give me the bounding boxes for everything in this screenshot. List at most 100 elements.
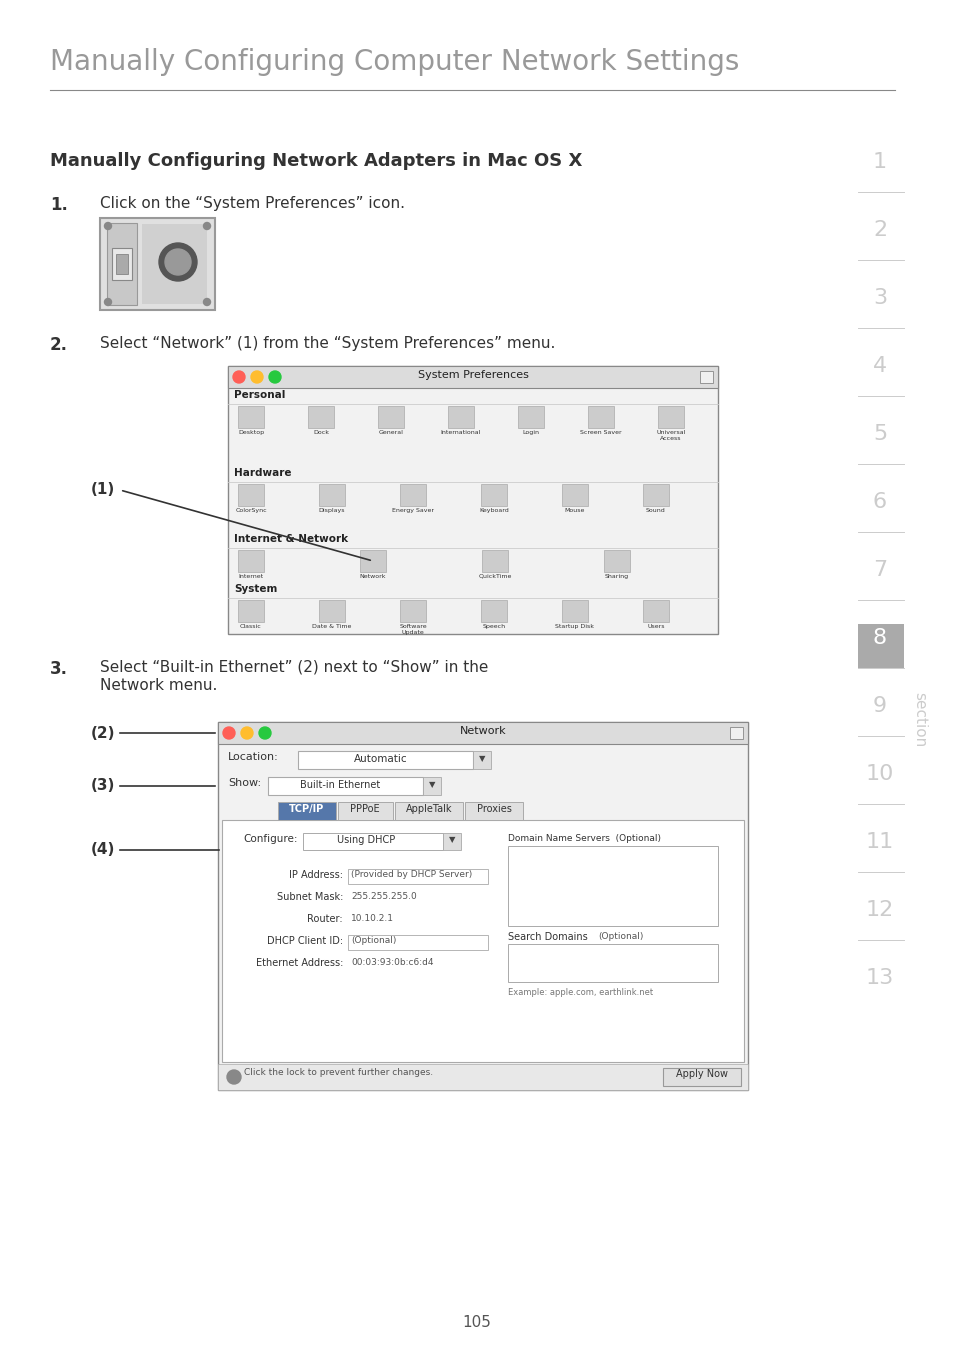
Bar <box>422 777 440 795</box>
Text: Example: apple.com, earthlink.net: Example: apple.com, earthlink.net <box>507 988 653 996</box>
Text: Universal
Access: Universal Access <box>656 429 685 440</box>
Text: Network menu.: Network menu. <box>100 677 217 692</box>
Text: TCP/IP: TCP/IP <box>289 804 324 814</box>
Text: Subnet Mask:: Subnet Mask: <box>276 891 343 902</box>
Text: Date & Time: Date & Time <box>312 624 352 628</box>
Bar <box>318 600 345 622</box>
Text: Apply Now: Apply Now <box>676 1069 727 1079</box>
Bar <box>107 224 137 305</box>
Bar <box>587 406 614 428</box>
Bar <box>318 484 345 506</box>
Bar <box>658 406 683 428</box>
Bar <box>337 801 393 821</box>
Text: Router:: Router: <box>307 915 343 924</box>
Bar <box>399 484 426 506</box>
Text: System Preferences: System Preferences <box>417 369 528 380</box>
Bar <box>308 406 334 428</box>
Text: Click on the “System Preferences” icon.: Click on the “System Preferences” icon. <box>100 196 405 211</box>
Circle shape <box>105 298 112 305</box>
Text: Speech: Speech <box>482 624 505 628</box>
Text: 1: 1 <box>872 153 886 172</box>
Text: Personal: Personal <box>233 390 285 399</box>
Text: Mouse: Mouse <box>564 508 584 512</box>
Text: Hardware: Hardware <box>233 468 292 478</box>
Text: DHCP Client ID:: DHCP Client ID: <box>267 936 343 946</box>
Text: Location:: Location: <box>228 752 278 762</box>
Bar <box>218 722 747 1090</box>
Text: (1): (1) <box>91 483 115 497</box>
Text: Manually Configuring Computer Network Settings: Manually Configuring Computer Network Se… <box>50 48 739 76</box>
Text: 12: 12 <box>865 900 893 920</box>
Text: Ethernet Address:: Ethernet Address: <box>255 958 343 968</box>
Circle shape <box>258 726 271 739</box>
Text: Internet & Network: Internet & Network <box>233 534 348 544</box>
Bar <box>237 600 264 622</box>
Bar <box>517 406 543 428</box>
Circle shape <box>251 371 263 383</box>
Text: Energy Saver: Energy Saver <box>392 508 434 512</box>
Text: Users: Users <box>646 624 664 628</box>
Text: 3: 3 <box>872 288 886 308</box>
Text: System: System <box>233 583 277 594</box>
Text: 13: 13 <box>865 968 893 988</box>
Text: 5: 5 <box>872 424 886 444</box>
Text: Proxies: Proxies <box>476 804 511 814</box>
Text: Startup Disk: Startup Disk <box>555 624 594 628</box>
Text: IP Address:: IP Address: <box>289 870 343 880</box>
Bar <box>377 406 403 428</box>
Bar <box>507 846 718 925</box>
Bar <box>399 600 426 622</box>
Text: 6: 6 <box>872 492 886 512</box>
Text: Click the lock to prevent further changes.: Click the lock to prevent further change… <box>244 1069 433 1077</box>
Bar <box>297 751 473 769</box>
Circle shape <box>165 249 191 275</box>
Bar <box>507 945 718 981</box>
Bar <box>729 726 742 739</box>
Bar <box>359 551 386 572</box>
Circle shape <box>223 726 234 739</box>
Text: ColorSync: ColorSync <box>235 508 267 512</box>
Circle shape <box>241 726 253 739</box>
Text: Classic: Classic <box>240 624 262 628</box>
Text: 9: 9 <box>872 696 886 716</box>
Text: Select “Built-in Ethernet” (2) next to “Show” in the: Select “Built-in Ethernet” (2) next to “… <box>100 660 488 675</box>
Circle shape <box>203 222 211 229</box>
Text: ▼: ▼ <box>478 754 485 763</box>
Text: Show:: Show: <box>228 778 261 788</box>
Bar <box>222 821 743 1062</box>
Bar <box>100 218 214 309</box>
Bar <box>700 371 712 383</box>
Text: Select “Network” (1) from the “System Preferences” menu.: Select “Network” (1) from the “System Pr… <box>100 337 555 352</box>
Text: Manually Configuring Network Adapters in Mac OS X: Manually Configuring Network Adapters in… <box>50 153 581 170</box>
Bar <box>395 801 462 821</box>
Bar <box>464 801 522 821</box>
Bar <box>348 935 488 950</box>
Bar <box>142 224 207 304</box>
Text: Search Domains: Search Domains <box>507 932 587 942</box>
Circle shape <box>159 243 196 281</box>
Text: QuickTime: QuickTime <box>477 574 511 579</box>
Bar <box>642 600 668 622</box>
Bar <box>561 600 587 622</box>
Text: Sound: Sound <box>645 508 665 512</box>
Bar <box>268 777 422 795</box>
Text: Screen Saver: Screen Saver <box>579 429 621 435</box>
Text: Sharing: Sharing <box>604 574 628 579</box>
Text: Software
Update: Software Update <box>398 624 426 635</box>
Text: Using DHCP: Using DHCP <box>336 836 395 845</box>
Text: Built-in Ethernet: Built-in Ethernet <box>299 780 379 791</box>
Bar <box>480 600 506 622</box>
Text: (2): (2) <box>91 725 115 740</box>
Bar <box>116 254 128 274</box>
Bar <box>857 624 903 668</box>
Text: 00:03:93:0b:c6:d4: 00:03:93:0b:c6:d4 <box>351 958 433 966</box>
Bar <box>448 406 474 428</box>
Text: (3): (3) <box>91 778 115 793</box>
Circle shape <box>233 371 245 383</box>
Bar <box>228 367 718 634</box>
Circle shape <box>105 222 112 229</box>
Bar <box>473 751 491 769</box>
Text: 4: 4 <box>872 356 886 376</box>
Text: (4): (4) <box>91 842 115 857</box>
Text: PPPoE: PPPoE <box>350 804 379 814</box>
